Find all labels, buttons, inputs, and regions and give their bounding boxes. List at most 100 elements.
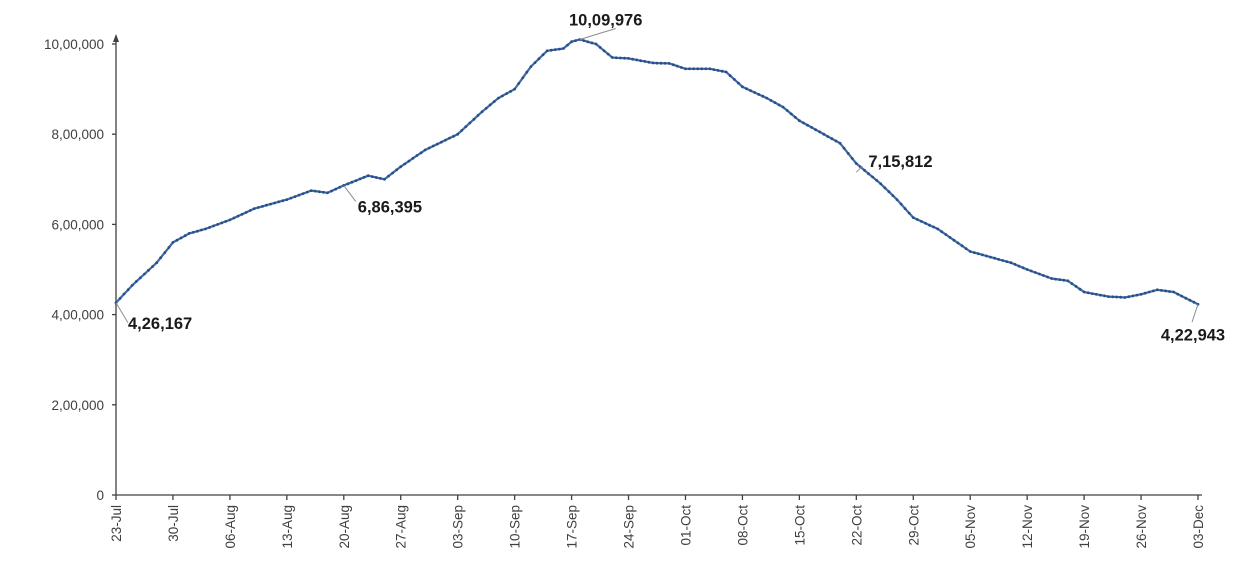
data-point [985, 254, 988, 258]
data-point [232, 216, 236, 220]
data-point [781, 105, 785, 109]
data-point [956, 241, 960, 245]
x-tick-label: 24-Sep [622, 505, 637, 549]
data-point [395, 168, 399, 172]
x-tick-label: 10-Sep [508, 505, 523, 549]
data-point [415, 154, 419, 157]
data-point [313, 189, 317, 193]
data-point [240, 212, 244, 216]
data-point [1009, 261, 1013, 265]
data-point [566, 43, 569, 47]
data-point [737, 81, 740, 85]
data-point [582, 39, 586, 42]
data-point [623, 56, 626, 60]
data-point [590, 41, 594, 45]
x-tick-label: 12-Nov [1020, 505, 1035, 549]
data-point [688, 67, 691, 71]
data-point [732, 78, 736, 81]
y-axis-arrow-icon [113, 34, 119, 42]
data-point [619, 56, 622, 60]
data-point [147, 268, 150, 272]
data-point [655, 61, 659, 65]
data-point [741, 85, 744, 89]
data-point [435, 142, 439, 146]
data-point [248, 209, 252, 212]
data-point [675, 64, 679, 68]
data-point [883, 186, 887, 190]
y-tick-label: 4,00,000 [51, 308, 104, 323]
data-point [1180, 294, 1184, 298]
data-point [928, 223, 931, 227]
data-point [895, 198, 899, 202]
data-point [838, 141, 842, 145]
data-point [411, 156, 415, 160]
data-point [301, 192, 305, 196]
x-axis: 23-Jul 30-Jul 06-Aug 13-Aug 20-Aug 27-Aug 03-S… [109, 494, 1206, 549]
data-point [1172, 290, 1175, 294]
data-point [305, 190, 309, 194]
data-point [891, 194, 895, 198]
annotation-leader [1191, 304, 1199, 323]
y-tick-label: 10,00,000 [44, 37, 104, 52]
data-point [789, 112, 793, 116]
data-point [854, 162, 858, 165]
x-tick-label: 13-Aug [280, 505, 295, 549]
data-point [163, 251, 167, 255]
data-point [293, 195, 297, 199]
data-point [773, 101, 777, 104]
data-point [509, 90, 512, 93]
data-point [1139, 292, 1143, 296]
x-tick-label: 15-Oct [792, 505, 807, 546]
data-point [765, 96, 769, 100]
data-point [1086, 291, 1090, 295]
data-point [981, 253, 984, 257]
data-point [159, 256, 163, 260]
data-point [1094, 292, 1098, 296]
x-tick-label: 20-Aug [337, 505, 352, 549]
data-point [793, 115, 797, 119]
data-point [614, 56, 618, 60]
data-point [139, 276, 142, 280]
x-tick-label: 19-Nov [1077, 505, 1092, 549]
data-point [374, 176, 378, 179]
data-point [175, 238, 179, 242]
data-point [134, 280, 138, 283]
data-point [285, 198, 289, 202]
data-point [822, 132, 826, 136]
data-point [1184, 296, 1188, 300]
data-point [940, 230, 944, 234]
data-point [684, 67, 687, 71]
series-line-group [114, 38, 1200, 306]
data-point [472, 117, 476, 121]
x-tick-label: 08-Oct [735, 505, 750, 546]
data-point [537, 57, 541, 61]
annotation-label: 10,09,976 [569, 12, 642, 30]
data-point [798, 119, 801, 123]
data-point [334, 187, 338, 191]
data-point [671, 63, 675, 67]
data-point [562, 47, 565, 50]
x-tick-label: 23-Jul [109, 505, 124, 542]
data-point [1160, 289, 1163, 292]
data-point [1111, 295, 1114, 299]
data-point [1127, 295, 1131, 299]
data-point [187, 232, 191, 235]
data-point [1123, 296, 1127, 299]
data-point [570, 40, 573, 44]
data-point [419, 151, 423, 155]
data-point [643, 60, 647, 63]
annotation-label: 4,26,167 [128, 315, 192, 333]
data-point [269, 202, 272, 206]
data-point [960, 244, 964, 248]
data-point [1013, 263, 1017, 266]
data-point [362, 175, 366, 179]
y-axis: 0 2,00,000 4,00,000 6,00,000 8,00,000 10,00,0… [44, 34, 119, 503]
data-point [265, 203, 268, 207]
data-point [200, 228, 203, 232]
data-point [692, 67, 695, 71]
data-point [407, 159, 411, 163]
x-tick-label: 03-Sep [451, 505, 466, 549]
data-point [911, 216, 915, 220]
data-point [366, 174, 370, 178]
